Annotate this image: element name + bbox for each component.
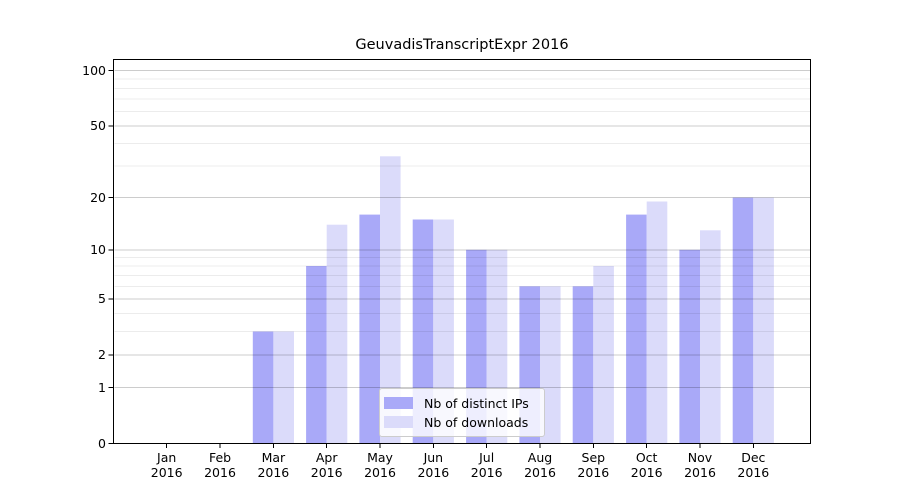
chart-title: GeuvadisTranscriptExpr 2016 — [355, 37, 569, 53]
x-tick-month: May — [367, 450, 393, 465]
x-tick-month: Nov — [687, 450, 713, 465]
bar-downloads-oct — [646, 201, 668, 444]
x-tick-year: 2016 — [364, 464, 396, 480]
bar-downloads-sep — [593, 266, 614, 444]
bar-distinct-ips-apr — [306, 266, 327, 444]
x-tick-year: 2016 — [204, 464, 236, 480]
bar-downloads-apr — [326, 224, 348, 444]
y-tick-label-0: 0 — [98, 435, 106, 451]
x-tick-month: Sep — [581, 450, 606, 465]
y-tick-label-100: 100 — [82, 62, 106, 78]
y-tick-label-1: 1 — [98, 379, 106, 395]
bar-distinct-ips-mar — [252, 331, 274, 444]
bar-downloads-dec — [753, 197, 774, 444]
legend: Nb of distinct IPs Nb of downloads — [379, 388, 545, 437]
x-tick-month: Jun — [423, 450, 444, 465]
x-tick-month: Aug — [527, 450, 553, 465]
x-tick-label-jan: Jan 2016 — [135, 450, 199, 480]
bar-downloads-mar — [273, 331, 294, 444]
bar-downloads-aug — [540, 286, 561, 444]
y-tick-label-2: 2 — [98, 346, 106, 362]
legend-swatch-downloads — [384, 416, 413, 428]
x-tick-year: 2016 — [524, 464, 556, 480]
x-tick-year: 2016 — [470, 464, 503, 480]
y-tick-label-20: 20 — [90, 189, 106, 205]
x-tick-year: 2016 — [310, 464, 343, 480]
bar-distinct-ips-oct — [626, 214, 647, 444]
bar-downloads-nov — [700, 230, 721, 444]
bar-distinct-ips-dec — [732, 197, 754, 444]
x-tick-year: 2016 — [150, 464, 183, 480]
x-tick-label-may: May 2016 — [348, 450, 412, 480]
legend-swatch-distinct-ips — [384, 397, 413, 409]
x-tick-year: 2016 — [257, 464, 290, 480]
x-tick-month: Mar — [261, 450, 286, 465]
x-tick-month: Jan — [157, 450, 177, 465]
x-tick-label-oct: Oct 2016 — [615, 450, 679, 480]
bar-distinct-ips-sep — [572, 286, 594, 444]
bar-distinct-ips-nov — [679, 249, 700, 444]
x-tick-label-mar: Mar 2016 — [241, 450, 305, 480]
x-tick-label-feb: Feb 2016 — [188, 450, 252, 480]
x-tick-label-sep: Sep 2016 — [561, 450, 625, 480]
x-tick-month: Apr — [315, 450, 338, 465]
x-tick-label-nov: Nov 2016 — [668, 450, 732, 480]
bar-downloads-jun — [433, 219, 454, 444]
legend-label: Nb of distinct IPs — [424, 395, 529, 411]
bar-distinct-ips-may — [359, 214, 380, 444]
bar-downloads-may — [380, 156, 401, 444]
legend-item: Nb of distinct IPs — [384, 395, 536, 411]
x-tick-year: 2016 — [737, 464, 770, 480]
x-tick-month: Dec — [741, 450, 766, 465]
x-tick-year: 2016 — [684, 464, 716, 480]
y-tick-label-50: 50 — [90, 117, 106, 133]
legend-label: Nb of downloads — [424, 414, 529, 430]
y-tick-label-5: 5 — [98, 290, 106, 306]
x-tick-year: 2016 — [417, 464, 450, 480]
x-tick-month: Feb — [208, 450, 232, 465]
x-tick-label-jul: Jul 2016 — [455, 450, 519, 480]
axes-spines — [113, 59, 811, 444]
x-tick-year: 2016 — [577, 464, 610, 480]
x-tick-label-apr: Apr 2016 — [295, 450, 359, 480]
x-tick-month: Jul — [479, 450, 495, 465]
y-tick-label-10: 10 — [90, 241, 106, 257]
x-tick-label-dec: Dec 2016 — [721, 450, 785, 480]
x-tick-year: 2016 — [630, 464, 663, 480]
legend-item: Nb of downloads — [384, 414, 536, 430]
x-tick-month: Oct — [635, 450, 658, 465]
bar-distinct-ips-jun — [412, 219, 434, 444]
x-tick-label-jun: Jun 2016 — [401, 450, 465, 480]
x-tick-label-aug: Aug 2016 — [508, 450, 572, 480]
